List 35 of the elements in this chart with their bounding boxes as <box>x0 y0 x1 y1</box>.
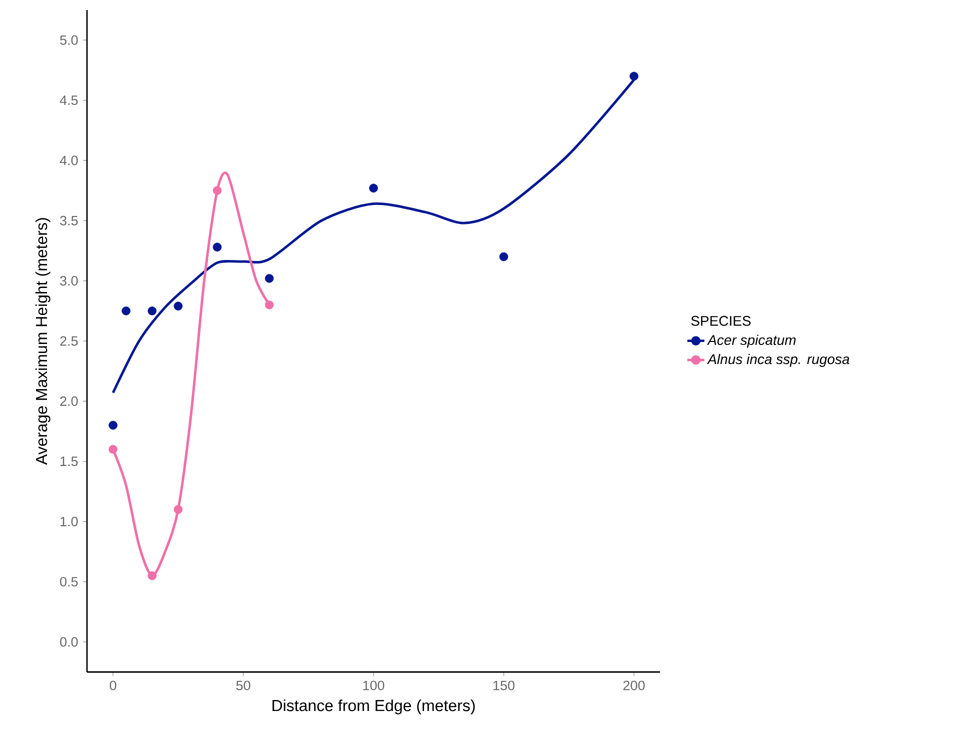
point <box>108 420 118 430</box>
point <box>108 444 118 454</box>
point <box>148 306 157 316</box>
y-tick-label: 4.5 <box>60 96 78 105</box>
point <box>122 306 130 316</box>
point <box>212 186 222 195</box>
x-axis-title: Distance from Edge (meters) <box>272 699 475 714</box>
point <box>148 571 157 580</box>
point <box>264 300 274 310</box>
point <box>369 184 378 193</box>
y-tick-label: 0.0 <box>60 637 78 647</box>
y-tick-label: 3.5 <box>60 216 78 226</box>
y-tick-label: 0.5 <box>60 576 78 586</box>
point <box>264 274 274 283</box>
y-tick-label: 4.0 <box>60 156 78 166</box>
y-tick-label: 5.0 <box>60 35 78 45</box>
legend-title: SPECIES <box>691 316 751 326</box>
legend-label: Acer spicatum <box>706 334 796 348</box>
y-axis-title: Average Maximum Height (meters) <box>35 218 50 465</box>
legend-label: Alnus inca ssp. rugosa <box>706 354 850 367</box>
point <box>630 72 638 81</box>
y-tick-label: 2.0 <box>60 396 78 406</box>
x-tick-label: 150 <box>494 680 514 690</box>
point <box>499 252 508 262</box>
y-tick-label: 2.5 <box>60 336 78 346</box>
point <box>174 505 183 514</box>
x-tick-label: 0 <box>110 680 116 690</box>
x-tick-label: 100 <box>363 680 384 690</box>
x-tick-label: 200 <box>623 680 645 690</box>
y-tick-label: 3.0 <box>60 276 78 286</box>
point <box>212 242 222 252</box>
y-tick-label: 1.0 <box>60 516 78 526</box>
x-tick-label: 50 <box>236 680 250 690</box>
point <box>174 302 183 310</box>
y-tick-label: 1.5 <box>60 456 78 466</box>
